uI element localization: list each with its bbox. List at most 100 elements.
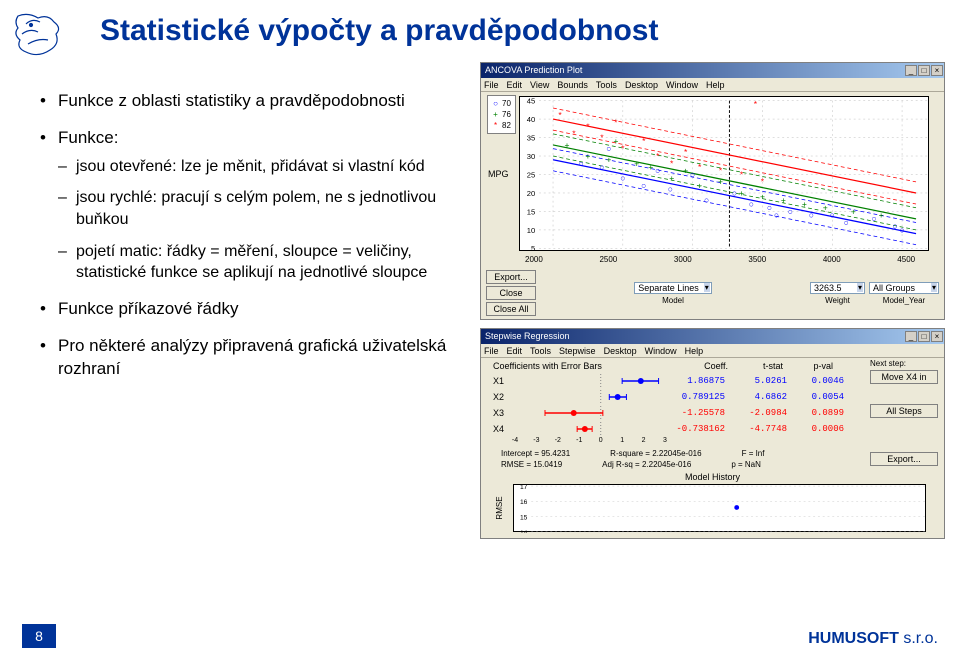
svg-text:45: 45 <box>527 97 535 105</box>
model-select[interactable]: Separate Lines <box>634 282 712 294</box>
footer-brand: HUMUSOFT s.r.o. <box>808 630 938 648</box>
menu-item[interactable]: Window <box>645 346 677 356</box>
menu-item[interactable]: Desktop <box>604 346 637 356</box>
bullet-item: Funkce z oblasti statistiky a pravděpodo… <box>40 90 460 113</box>
svg-text:+: + <box>760 192 765 202</box>
svg-text:+: + <box>634 158 639 168</box>
humusoft-logo <box>8 8 68 60</box>
menu-item[interactable]: File <box>484 346 499 356</box>
svg-text:○: ○ <box>578 158 583 168</box>
svg-text:+: + <box>648 162 653 172</box>
svg-text:*: * <box>558 110 562 120</box>
svg-text:+: + <box>781 195 786 205</box>
svg-text:*: * <box>740 169 744 179</box>
menu-item[interactable]: Help <box>706 80 725 90</box>
svg-text:*: * <box>572 129 576 139</box>
svg-text:+: + <box>697 180 702 190</box>
menu-item[interactable]: Stepwise <box>559 346 596 356</box>
svg-text:○: ○ <box>704 195 709 205</box>
right-button-col: Next step: Move X4 in All Steps Export..… <box>870 359 938 466</box>
close-button[interactable]: Close <box>486 286 536 300</box>
menubar: File Edit View Bounds Tools Desktop Window Help <box>481 78 944 92</box>
svg-text:10: 10 <box>527 226 535 235</box>
export-button[interactable]: Export... <box>870 452 938 466</box>
svg-text:20: 20 <box>527 189 535 198</box>
page-title: Statistické výpočty a pravděpodobnost <box>100 14 658 48</box>
close-all-button[interactable]: Close All <box>486 302 536 316</box>
bullet-subitem: jsou rychlé: pracují s celým polem, ne s… <box>58 187 460 230</box>
close-icon[interactable]: × <box>931 65 943 76</box>
svg-text:35: 35 <box>527 133 535 142</box>
coef-header: Coefficients with Error Bars <box>493 361 668 371</box>
svg-text:+: + <box>613 136 618 146</box>
controls-row: Export... Close Close All Separate Lines… <box>481 267 944 319</box>
menu-item[interactable]: Tools <box>530 346 551 356</box>
col-t: t-stat <box>728 361 783 371</box>
maximize-icon[interactable]: □ <box>918 65 930 76</box>
group-select[interactable]: All Groups <box>869 282 939 294</box>
all-steps-button[interactable]: All Steps <box>870 404 938 418</box>
history-label: Model History <box>481 472 944 482</box>
window-title: Stepwise Regression <box>485 329 570 344</box>
svg-text:25: 25 <box>527 170 535 179</box>
svg-text:○: ○ <box>893 221 898 231</box>
svg-text:14: 14 <box>520 530 528 533</box>
menu-item[interactable]: Tools <box>596 80 617 90</box>
move-button[interactable]: Move X4 in <box>870 370 938 384</box>
close-icon[interactable]: × <box>931 331 943 342</box>
svg-text:16: 16 <box>520 499 528 506</box>
scatter-plot: MPG ○○○○○○○○○○○○○○○○○○○○++++++++++++++++… <box>519 96 929 251</box>
minimize-icon[interactable]: _ <box>905 65 917 76</box>
titlebar: ANCOVA Prediction Plot _ □ × <box>481 63 944 78</box>
menu-item[interactable]: Help <box>685 346 704 356</box>
ancova-window: ANCOVA Prediction Plot _ □ × File Edit Vie… <box>480 62 945 320</box>
coef-row[interactable]: X4 -0.738162 -4.7748 0.0006 <box>493 421 864 437</box>
svg-text:○: ○ <box>809 210 814 220</box>
svg-text:+: + <box>739 188 744 198</box>
svg-text:○: ○ <box>830 210 835 220</box>
x-value[interactable]: 3263.5 <box>810 282 865 294</box>
coef-row[interactable]: X3 -1.25578 -2.0984 0.0899 <box>493 405 864 421</box>
svg-text:*: * <box>670 158 674 168</box>
svg-text:+: + <box>606 155 611 165</box>
menu-item[interactable]: Bounds <box>557 80 588 90</box>
titlebar: Stepwise Regression _ □ × <box>481 329 944 344</box>
coef-row[interactable]: X2 0.789125 4.6862 0.0054 <box>493 389 864 405</box>
next-step-label: Next step: <box>870 359 938 368</box>
svg-text:○: ○ <box>788 206 793 216</box>
menu-item[interactable]: View <box>530 80 549 90</box>
svg-text:+: + <box>585 151 590 161</box>
menu-item[interactable]: Edit <box>507 80 523 90</box>
menu-item[interactable]: Desktop <box>625 80 658 90</box>
svg-text:40: 40 <box>527 115 535 124</box>
legend: ○70+76*82 <box>487 95 516 134</box>
group-label: Model_Year <box>883 296 925 305</box>
svg-text:○: ○ <box>774 210 779 220</box>
minimize-icon[interactable]: _ <box>905 331 917 342</box>
menu-item[interactable]: File <box>484 80 499 90</box>
col-coef: Coeff. <box>668 361 728 371</box>
export-button[interactable]: Export... <box>486 270 536 284</box>
svg-text:+: + <box>802 199 807 209</box>
history-ylabel: RMSE <box>495 496 504 519</box>
svg-text:15: 15 <box>520 515 528 522</box>
stepwise-window: Stepwise Regression _ □ × File Edit Tools S… <box>480 328 945 539</box>
svg-text:*: * <box>614 118 618 128</box>
svg-text:5: 5 <box>531 244 535 252</box>
menu-item[interactable]: Window <box>666 80 698 90</box>
menu-item[interactable]: Edit <box>507 346 523 356</box>
coef-row[interactable]: X1 1.86875 5.0261 0.0046 <box>493 373 864 389</box>
svg-text:○: ○ <box>668 184 673 194</box>
bullet-subitem: pojetí matic: řádky = měření, sloupce = … <box>58 241 460 284</box>
svg-text:+: + <box>718 177 723 187</box>
svg-text:*: * <box>761 177 765 187</box>
svg-text:+: + <box>564 140 569 150</box>
bullet-item: Funkce: jsou otevřené: lze je měnit, při… <box>40 127 460 284</box>
col-p: p-val <box>783 361 833 371</box>
maximize-icon[interactable]: □ <box>918 331 930 342</box>
svg-text:*: * <box>754 99 758 109</box>
page-number: 8 <box>22 624 56 648</box>
bullet-item: Pro některé analýzy připravená grafická … <box>40 335 460 381</box>
svg-text:○: ○ <box>655 166 660 176</box>
menubar: File Edit Tools Stepwise Desktop Window Help <box>481 344 944 358</box>
